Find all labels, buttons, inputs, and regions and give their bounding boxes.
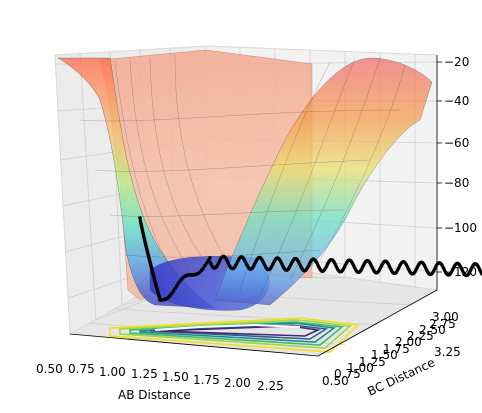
potential-surface — [57, 49, 433, 311]
x-tick-label: 1.75 — [193, 373, 220, 387]
contour-plot — [109, 317, 360, 353]
x-tick-label: 2.25 — [257, 379, 284, 393]
trajectory-point — [203, 263, 207, 268]
contour-level-2 — [119, 319, 352, 349]
z-tick-label: −100 — [444, 221, 477, 235]
y-tick-label: 2.75 — [429, 317, 456, 331]
y-tick-label: 2.50 — [419, 323, 446, 337]
y-tick-label: 1.75 — [383, 342, 410, 356]
trajectory-point — [173, 286, 177, 291]
axis-edges — [69, 55, 438, 357]
y-axis: 0.50 0.75 1.00 1.25 1.50 1.75 2.00 2.25 … — [322, 310, 461, 399]
contour-level-1 — [109, 317, 360, 353]
surface-mesh — [79, 54, 406, 296]
y-tick-label: 0.75 — [334, 367, 361, 381]
trajectory-point — [174, 284, 179, 288]
contour-level-4 — [139, 322, 337, 343]
contour-level-3 — [129, 321, 344, 346]
y-tick-label: 2.00 — [395, 335, 422, 349]
trajectory-point — [208, 255, 212, 260]
left-wall — [57, 57, 216, 309]
y-axis-line — [317, 289, 438, 357]
x-tick-label: 1.00 — [99, 365, 126, 379]
trajectory-point — [171, 289, 176, 294]
z-tick-label: −120 — [444, 265, 477, 279]
x-axis-line — [69, 333, 319, 357]
z-tick-label: −20 — [444, 55, 469, 69]
x-tick-label: 1.50 — [162, 370, 189, 384]
x-tick-label: 0.50 — [36, 362, 63, 376]
y-tick-label: 1.25 — [359, 355, 386, 369]
y-tick-label: 1.00 — [347, 361, 374, 375]
y-tick-label: 3.00 — [432, 310, 459, 324]
x-tick-label: 2.00 — [224, 376, 251, 390]
x-tick-label: 1.25 — [131, 367, 158, 381]
x-axis: 0.50 0.75 1.00 1.25 1.50 1.75 2.00 2.25 … — [36, 362, 284, 402]
x-tick-label: 0.75 — [68, 362, 95, 376]
y-tick-label: 0.50 — [322, 374, 349, 388]
y-tick-label: 1.50 — [371, 348, 398, 362]
z-tick-label: −60 — [444, 136, 469, 150]
z-tick-label: −80 — [444, 176, 469, 190]
z-tick-label: −40 — [444, 94, 469, 108]
x-axis-label: AB Distance — [118, 388, 191, 402]
z-axis: −20 −40 −60 −80 −100 −120 — [437, 55, 477, 279]
contour-level-6 — [159, 325, 321, 337]
contour-white-path — [154, 323, 301, 331]
y-tick-label: 3.25 — [434, 345, 461, 359]
trajectory-point — [138, 216, 142, 220]
trajectory-point — [204, 261, 209, 265]
right-wall — [214, 57, 433, 306]
y-tick-label: 2.25 — [407, 329, 434, 343]
trajectory-series — [138, 216, 482, 302]
